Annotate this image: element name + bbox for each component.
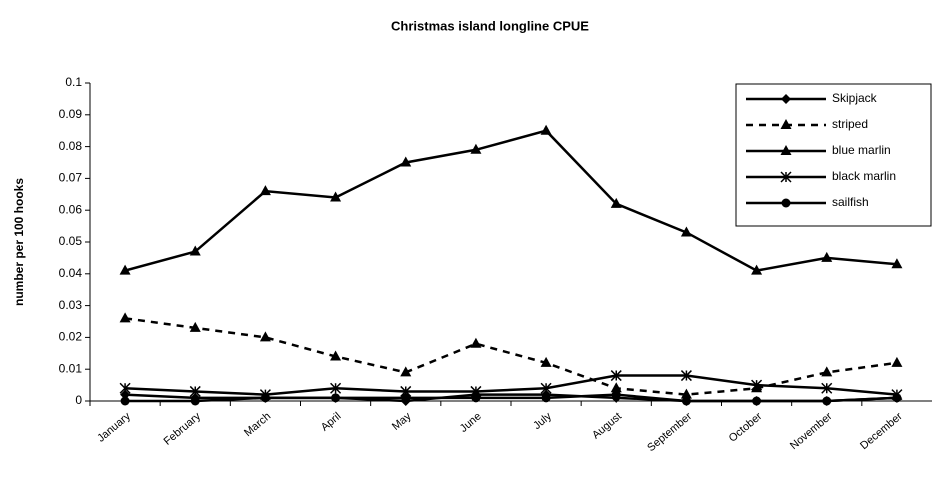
marker	[541, 393, 551, 403]
marker	[822, 396, 832, 406]
x-tick-label: September	[645, 410, 694, 454]
x-tick-label: March	[242, 410, 273, 439]
marker	[781, 198, 791, 208]
series-line	[124, 129, 898, 272]
marker	[892, 393, 902, 403]
y-axis-title: number per 100 hooks	[12, 178, 26, 306]
marker	[891, 258, 903, 269]
marker	[780, 145, 792, 155]
marker	[821, 251, 833, 262]
marker	[331, 393, 341, 403]
marker	[120, 396, 130, 406]
x-tick-label: August	[590, 410, 624, 441]
marker	[821, 382, 833, 394]
marker	[119, 264, 131, 275]
x-tick-label: June	[458, 410, 484, 435]
y-tick-label: 0.05	[59, 234, 83, 248]
marker	[680, 226, 692, 237]
marker	[189, 385, 201, 397]
legend-label: striped	[832, 117, 868, 131]
x-tick-label: October	[727, 410, 765, 445]
marker	[751, 264, 763, 275]
marker	[400, 366, 412, 377]
marker	[471, 393, 481, 403]
y-tick-label: 0.08	[59, 139, 83, 153]
y-tick-label: 0	[75, 393, 82, 407]
y-tick-label: 0.09	[59, 107, 83, 121]
marker	[119, 382, 131, 394]
marker	[540, 124, 552, 135]
legend-label: black marlin	[832, 169, 896, 183]
chart-title: Christmas island longline CPUE	[391, 18, 589, 33]
legend-label: sailfish	[832, 195, 869, 209]
x-tick-label: November	[788, 410, 835, 452]
marker	[470, 143, 482, 154]
series-line	[125, 374, 898, 396]
x-tick-label: July	[531, 410, 554, 432]
marker	[189, 321, 201, 332]
marker	[330, 350, 342, 361]
series-line	[125, 393, 897, 403]
x-tick-label: January	[95, 410, 133, 445]
marker	[780, 171, 792, 183]
marker	[681, 396, 691, 406]
marker	[401, 393, 411, 403]
marker	[330, 191, 342, 202]
marker	[540, 356, 552, 367]
y-tick-label: 0.07	[59, 171, 83, 185]
marker	[189, 245, 201, 256]
x-tick-label: April	[319, 410, 344, 433]
marker	[400, 156, 412, 167]
marker	[120, 389, 131, 400]
marker	[610, 370, 622, 382]
y-tick-label: 0.06	[59, 202, 83, 216]
legend-label: Skipjack	[832, 91, 878, 105]
marker	[680, 388, 692, 399]
y-tick-label: 0.1	[65, 75, 82, 89]
marker	[260, 393, 270, 403]
marker	[752, 396, 762, 406]
marker	[821, 366, 833, 377]
marker	[611, 390, 621, 400]
marker	[780, 119, 792, 129]
marker	[330, 382, 342, 394]
y-tick-label: 0.02	[59, 330, 83, 344]
marker	[470, 337, 482, 348]
y-tick-label: 0.04	[59, 266, 83, 280]
marker	[781, 94, 791, 104]
x-tick-label: May	[390, 410, 414, 433]
marker	[119, 312, 131, 323]
marker	[751, 379, 763, 391]
legend-label: blue marlin	[832, 143, 891, 157]
marker	[891, 356, 903, 367]
marker	[610, 382, 622, 393]
marker	[680, 370, 692, 382]
marker	[190, 396, 200, 406]
x-tick-label: December	[858, 410, 905, 452]
marker	[610, 197, 622, 208]
marker	[540, 382, 552, 394]
x-tick-label: February	[162, 410, 204, 448]
y-tick-label: 0.03	[59, 298, 83, 312]
y-tick-label: 0.01	[59, 361, 83, 375]
series-line	[124, 317, 898, 396]
marker	[259, 185, 271, 196]
marker	[259, 331, 271, 342]
